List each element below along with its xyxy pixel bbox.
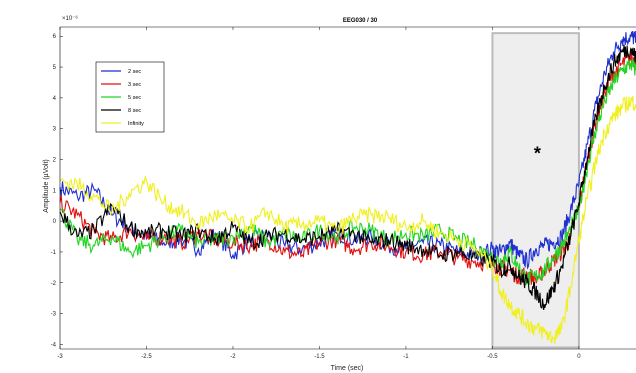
x-tick-label: -1	[403, 354, 409, 360]
series-line-8-sec	[59, 44, 636, 311]
legend-label: 5 sec	[128, 95, 141, 101]
y-tick-label: 1	[53, 188, 57, 194]
legend-label: 8 sec	[128, 108, 141, 114]
y-tick-label: 0	[53, 219, 57, 225]
legend-label: Infinity	[128, 121, 144, 127]
y-tick-label: 2	[53, 157, 57, 163]
x-tick-label: -1.5	[314, 354, 325, 360]
series-line-5-sec	[59, 59, 636, 286]
series-line-infinity	[59, 96, 636, 344]
legend-label: 2 sec	[128, 69, 141, 75]
x-axis-label: Time (sec)	[331, 365, 364, 372]
x-tick-label: -2.5	[141, 354, 152, 360]
legend-label: 3 sec	[128, 82, 141, 88]
legend: 2 sec 3 sec 5 sec 8 sec Infinity	[95, 61, 165, 133]
x-tick-label: -3	[57, 354, 63, 360]
y-tick-label: -2	[51, 281, 57, 287]
y-tick-label: 4	[53, 96, 57, 102]
y-exponent-label: ×10⁻⁶	[62, 15, 78, 22]
y-tick-label: -1	[51, 250, 57, 256]
x-tick-label: -2	[230, 354, 236, 360]
y-axis-label: Amplitude (µVolt)	[43, 159, 50, 212]
chart-title: EEG030 / 30	[343, 18, 378, 24]
y-tick-label: 6	[53, 34, 57, 40]
y-tick-label: -3	[51, 312, 57, 318]
x-tick-label: -0.5	[487, 354, 498, 360]
y-tick-label: 3	[53, 127, 57, 133]
axes	[59, 26, 636, 350]
highlight-region	[491, 32, 580, 349]
annotation-star: *	[534, 143, 541, 163]
series-lines	[59, 30, 636, 344]
y-tick-label: 5	[53, 65, 57, 71]
x-tick-label: 0	[577, 354, 581, 360]
y-tick-label: -4	[51, 342, 57, 348]
